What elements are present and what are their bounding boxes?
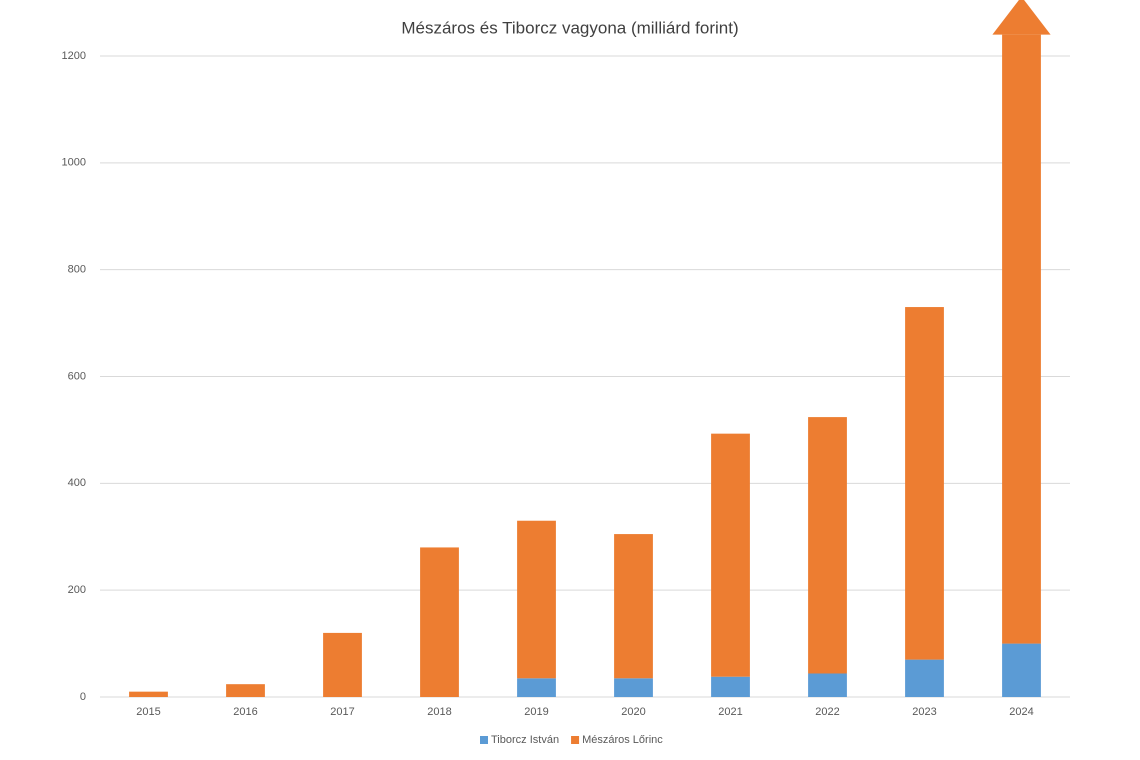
legend-swatch (571, 736, 580, 744)
bar-segment (808, 673, 847, 697)
x-tick-label: 2020 (621, 706, 645, 718)
y-tick-label: 400 (68, 477, 86, 489)
bar-segment (614, 678, 653, 697)
chart-title: Mészáros és Tiborcz vagyona (milliárd fo… (401, 18, 738, 37)
x-tick-label: 2024 (1009, 706, 1033, 718)
y-tick-label: 0 (80, 691, 86, 703)
bar-segment (420, 547, 459, 697)
x-tick-label: 2022 (815, 706, 839, 718)
x-tick-label: 2016 (233, 706, 257, 718)
y-tick-label: 200 (68, 584, 86, 596)
y-tick-label: 1200 (62, 50, 86, 62)
bar-segment (517, 678, 556, 697)
bar-segment (323, 632, 362, 697)
y-tick-label: 1000 (62, 157, 86, 169)
bar-segment (614, 534, 653, 679)
bar-segment (1002, 643, 1041, 697)
x-tick-label: 2018 (427, 706, 451, 718)
legend-swatch (480, 736, 488, 744)
x-tick-label: 2023 (912, 706, 936, 718)
legend-label: Mészáros Lőrinc (582, 734, 663, 746)
bar-segment (1002, 34, 1041, 644)
x-tick-label: 2017 (330, 706, 354, 718)
bar-segment (226, 684, 265, 697)
bar-segment (711, 676, 750, 697)
x-tick-label: 2015 (136, 706, 160, 718)
y-tick-label: 600 (68, 370, 86, 382)
x-tick-label: 2021 (718, 706, 742, 718)
legend-label: Tiborcz István (491, 734, 559, 746)
x-tick-label: 2019 (524, 706, 548, 718)
bar-segment (905, 307, 944, 660)
bar-segment (905, 659, 944, 697)
y-tick-label: 800 (68, 264, 86, 276)
bar-segment (808, 417, 847, 674)
bar-segment (129, 691, 168, 697)
bar-segment (517, 520, 556, 679)
arrow-head (992, 0, 1051, 35)
bar-segment (711, 433, 750, 677)
